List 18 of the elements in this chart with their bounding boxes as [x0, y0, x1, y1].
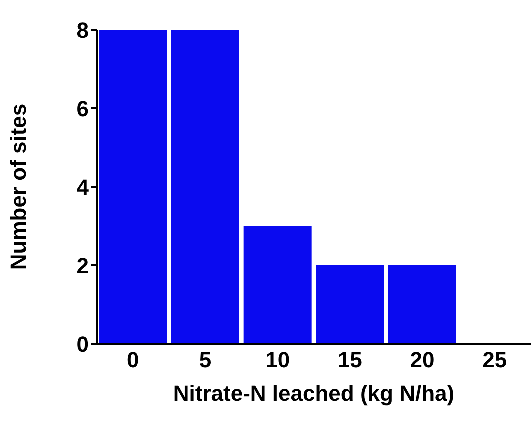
x-tick-label: 25: [482, 348, 508, 373]
y-axis-title: Number of sites: [6, 104, 31, 270]
y-tick-label: 4: [76, 174, 90, 200]
y-tick-label: 6: [76, 96, 89, 122]
y-tick-label: 2: [76, 253, 89, 278]
x-tick-label: 0: [127, 348, 140, 373]
bar: [316, 266, 384, 344]
bar: [172, 30, 240, 344]
x-tick-label: 5: [199, 348, 212, 373]
bar: [99, 30, 168, 344]
bar: [244, 226, 312, 344]
x-tick-label: 10: [266, 348, 290, 373]
bar: [388, 266, 457, 344]
y-tick-label: 0: [76, 332, 89, 357]
x-tick-label: 20: [410, 348, 435, 373]
x-axis-title: Nitrate-N leached (kg N/ha): [173, 381, 455, 406]
y-tick-label: 8: [76, 18, 89, 43]
x-tick-label: 15: [338, 348, 362, 373]
